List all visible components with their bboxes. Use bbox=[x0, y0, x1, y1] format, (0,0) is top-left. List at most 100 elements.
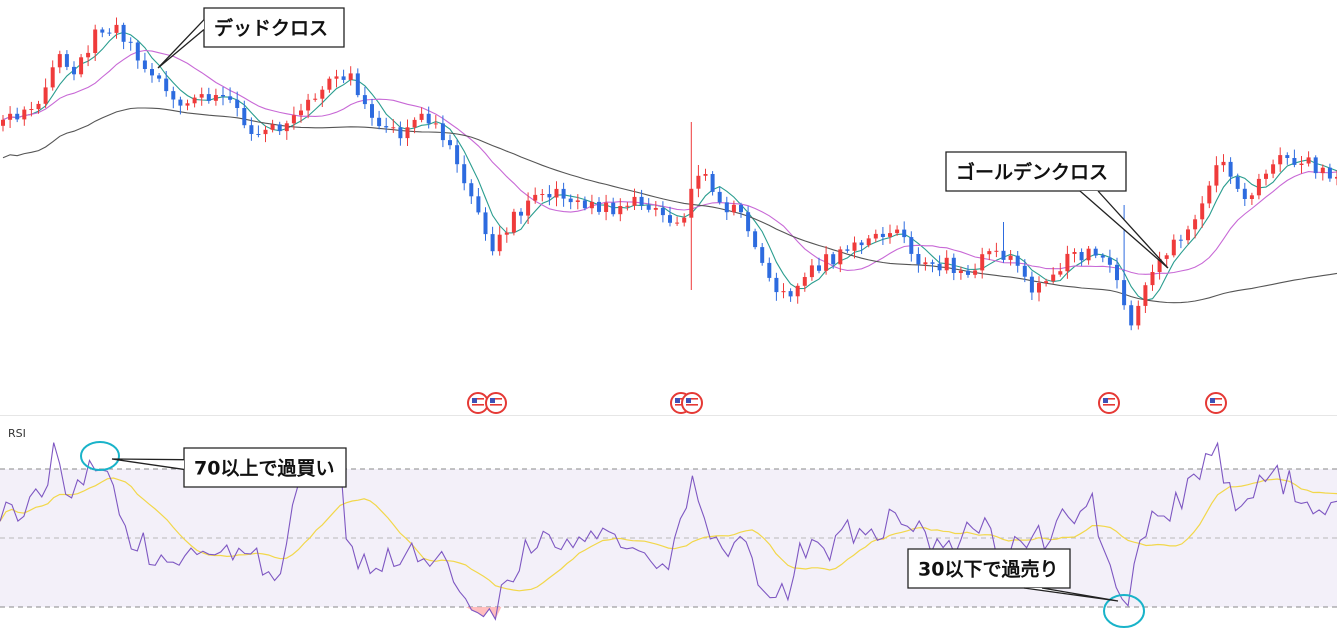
candle bbox=[575, 194, 580, 210]
candle bbox=[199, 87, 204, 106]
candle bbox=[1186, 225, 1190, 245]
rsi-chart[interactable]: RSI 70以上で過買い 30以下で過売り bbox=[0, 416, 1337, 637]
candle bbox=[100, 27, 105, 38]
candle bbox=[142, 52, 147, 73]
candle bbox=[1335, 170, 1337, 186]
candle bbox=[724, 196, 729, 220]
us-flag-icon[interactable] bbox=[681, 392, 703, 414]
candle bbox=[753, 228, 758, 250]
candle bbox=[689, 122, 694, 290]
candle bbox=[1285, 152, 1290, 165]
candle bbox=[1079, 248, 1084, 266]
us-flag-icon[interactable] bbox=[1205, 392, 1227, 414]
candle bbox=[1242, 182, 1247, 206]
candle bbox=[213, 88, 218, 106]
candle bbox=[1100, 253, 1105, 263]
candle bbox=[895, 225, 900, 236]
candle bbox=[668, 206, 672, 227]
candle bbox=[845, 245, 850, 253]
candle bbox=[433, 115, 438, 129]
callout-label: 70以上で過買い bbox=[194, 458, 334, 480]
candle bbox=[362, 86, 367, 109]
candle bbox=[866, 235, 871, 248]
candle bbox=[1107, 249, 1112, 273]
candle bbox=[809, 259, 814, 281]
candle bbox=[256, 125, 261, 138]
candle bbox=[79, 54, 84, 78]
candle bbox=[490, 226, 495, 256]
candle bbox=[1313, 155, 1318, 179]
candle bbox=[384, 117, 389, 133]
candle bbox=[36, 100, 41, 114]
candle bbox=[824, 246, 829, 275]
candle bbox=[1292, 149, 1297, 168]
candle bbox=[22, 106, 27, 126]
candle bbox=[604, 194, 609, 221]
candle bbox=[221, 86, 225, 106]
candle bbox=[1235, 173, 1240, 192]
candle bbox=[391, 119, 396, 133]
candle bbox=[1327, 163, 1332, 182]
candle bbox=[646, 198, 651, 213]
candle bbox=[128, 37, 133, 51]
candle bbox=[8, 106, 13, 128]
candle bbox=[1093, 246, 1098, 259]
candle bbox=[774, 272, 779, 301]
candle bbox=[873, 229, 878, 243]
candle bbox=[653, 201, 658, 217]
rsi-lines bbox=[0, 441, 1337, 628]
candle bbox=[568, 194, 573, 210]
pane-divider[interactable] bbox=[0, 415, 1337, 416]
candle bbox=[462, 155, 467, 191]
candle bbox=[888, 224, 892, 244]
candle bbox=[916, 247, 921, 273]
candle bbox=[15, 107, 20, 123]
candle bbox=[1015, 251, 1020, 273]
candle bbox=[72, 61, 76, 81]
candle bbox=[327, 76, 332, 93]
candle bbox=[185, 99, 190, 111]
candle bbox=[412, 117, 417, 134]
candle bbox=[767, 257, 772, 282]
candle bbox=[710, 171, 715, 196]
candle bbox=[150, 63, 154, 83]
candle bbox=[987, 248, 992, 261]
candle bbox=[164, 71, 169, 97]
candle bbox=[1086, 246, 1091, 265]
candle bbox=[1299, 156, 1304, 174]
candle bbox=[291, 106, 296, 130]
candle bbox=[1150, 264, 1155, 291]
candle bbox=[1278, 147, 1283, 172]
candle bbox=[994, 242, 999, 258]
candle bbox=[831, 251, 836, 269]
candle bbox=[1157, 251, 1162, 280]
us-flag-icon[interactable] bbox=[485, 392, 507, 414]
candle bbox=[483, 207, 488, 241]
candle bbox=[1022, 259, 1027, 283]
overbought-callout: 70以上で過買い bbox=[111, 447, 347, 488]
candle bbox=[249, 117, 254, 141]
candle bbox=[639, 189, 644, 210]
candle bbox=[1115, 257, 1119, 289]
candle bbox=[348, 66, 353, 86]
candle bbox=[263, 125, 268, 143]
candle bbox=[611, 197, 616, 217]
rsi-line bbox=[0, 441, 1337, 621]
oversold-fill bbox=[455, 607, 505, 620]
candle bbox=[746, 206, 751, 237]
candle bbox=[497, 226, 502, 256]
candle bbox=[966, 265, 970, 278]
dead-cross-callout: デッドクロス bbox=[157, 7, 345, 69]
us-flag-icon[interactable] bbox=[1098, 392, 1120, 414]
candle bbox=[980, 247, 985, 279]
candle bbox=[930, 259, 935, 273]
candle bbox=[64, 50, 69, 71]
candle bbox=[618, 198, 623, 222]
candle bbox=[760, 243, 765, 266]
candle bbox=[93, 24, 98, 61]
candle bbox=[43, 78, 48, 108]
candle bbox=[1051, 267, 1056, 284]
